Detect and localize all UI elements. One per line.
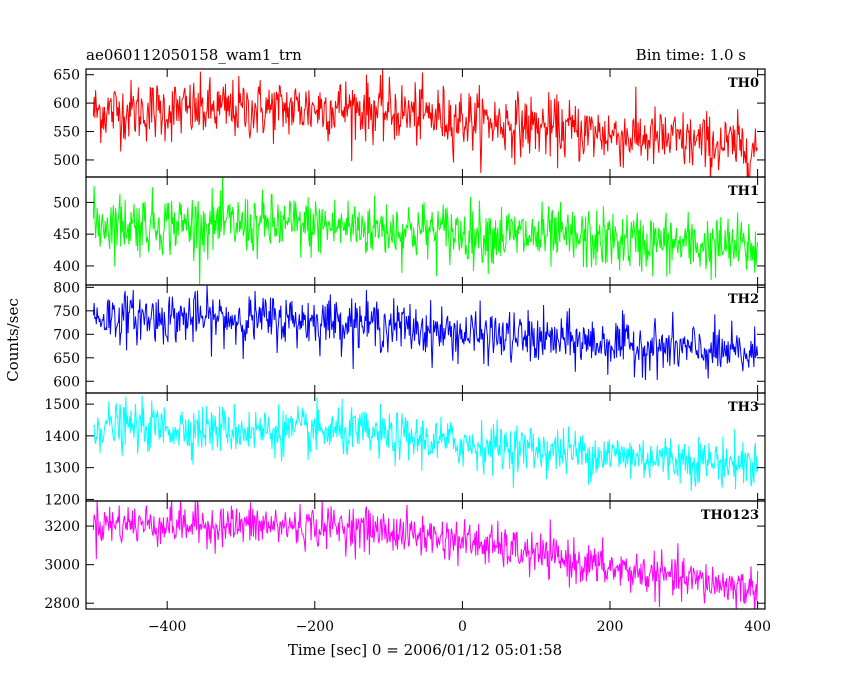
panel-label-th0: TH0	[728, 76, 759, 91]
series-line-th1	[92, 177, 759, 285]
y-tick-label-th1: 450	[53, 227, 80, 243]
series-line-th0123	[92, 501, 759, 609]
y-tick-label-th2: 750	[53, 304, 80, 320]
y-tick-label-th3: 1300	[44, 461, 80, 477]
y-tick-label-th0: 550	[53, 125, 80, 141]
y-tick-label-th2: 700	[53, 327, 80, 343]
y-tick-label-th0: 650	[53, 68, 80, 84]
panel-frame-th0123	[85, 500, 766, 610]
y-tick-label-th1: 500	[53, 195, 80, 211]
y-tick-label-th3: 1200	[44, 492, 80, 508]
y-tick-label-th2: 800	[53, 280, 80, 296]
bin-time-label: Bin time: 1.0 s	[636, 46, 746, 64]
x-tick-label: 0	[458, 619, 467, 635]
y-tick-label-th2: 650	[53, 351, 80, 367]
panel-label-th1: TH1	[728, 184, 759, 199]
panel-frame-th0	[85, 68, 766, 178]
y-tick-label-th1: 400	[53, 259, 80, 275]
panel-label-th0123: TH0123	[701, 508, 759, 523]
y-tick-label-th0: 500	[53, 153, 80, 169]
series-line-th3	[92, 395, 759, 491]
y-tick-label-th0123: 2800	[44, 596, 80, 612]
y-tick-label-th0: 600	[53, 96, 80, 112]
panel-label-th3: TH3	[728, 400, 759, 415]
x-tick-label: −400	[148, 619, 186, 635]
y-tick-label-th2: 600	[53, 374, 80, 390]
x-tick-label: −200	[296, 619, 334, 635]
series-line-th0	[92, 69, 759, 177]
x-tick-label: 400	[744, 619, 771, 635]
panels-group: 500 550 600 650 TH0 400 450 500 TH1 600 650 700 750 8…	[44, 68, 771, 635]
y-tick-label-th0123: 3200	[44, 519, 80, 535]
chart-title: ae060112050158_wam1_trn	[86, 46, 302, 64]
series-line-th2	[92, 285, 759, 381]
x-tick-label: 200	[597, 619, 624, 635]
panel-label-th2: TH2	[728, 292, 759, 307]
y-tick-label-th3: 1500	[44, 397, 80, 413]
y-tick-label-th3: 1400	[44, 429, 80, 445]
y-axis-title: Counts/sec	[4, 298, 22, 382]
y-tick-label-th0123: 3000	[44, 558, 80, 574]
x-axis-title: Time [sec] 0 = 2006/01/12 05:01:58	[288, 641, 562, 659]
